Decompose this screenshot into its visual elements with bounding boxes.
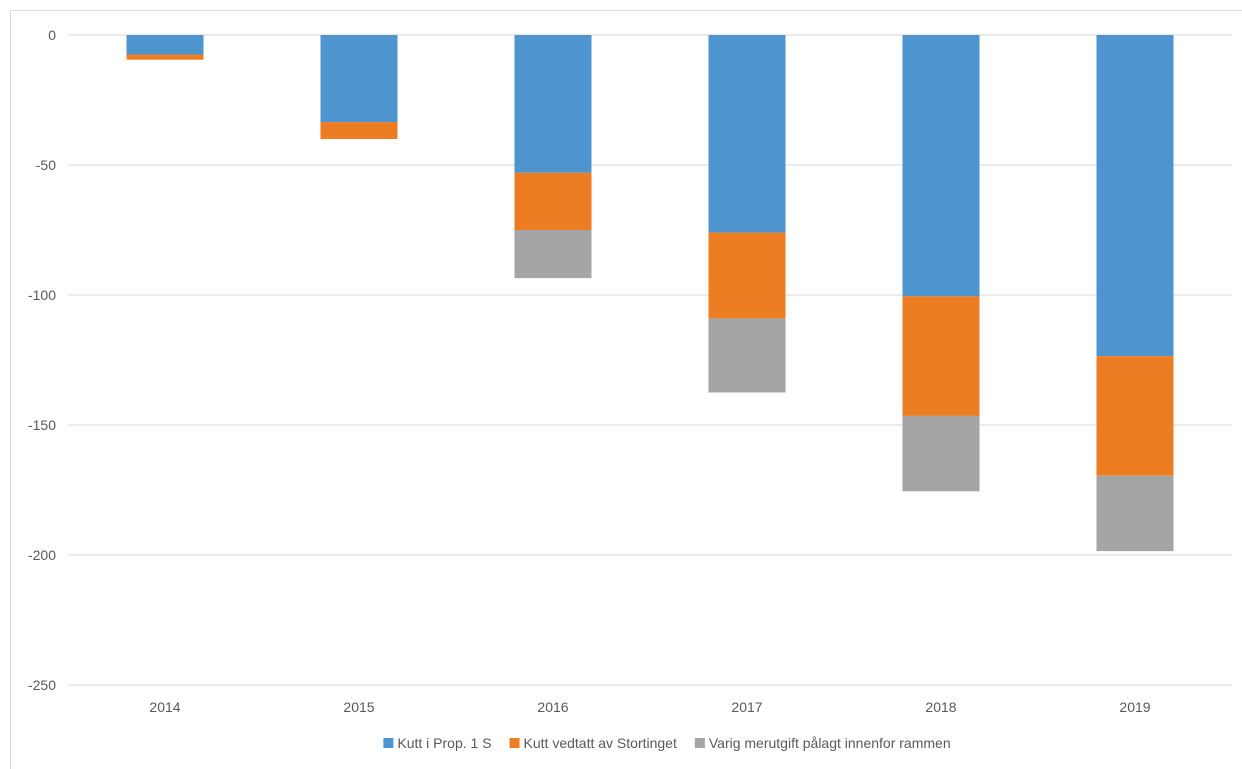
legend-label: Kutt vedtatt av Stortinget bbox=[524, 735, 677, 751]
bar-segment bbox=[1096, 475, 1174, 552]
bar-segment bbox=[902, 35, 980, 297]
y-axis-ticks: 0 -50 -100 -150 -200 -250 bbox=[28, 27, 56, 693]
x-tick-label: 2019 bbox=[1119, 699, 1150, 715]
y-tick-label: -150 bbox=[28, 417, 56, 433]
bar-segment bbox=[126, 54, 204, 60]
y-tick-label: -100 bbox=[28, 287, 56, 303]
legend-swatch bbox=[509, 738, 520, 748]
bar-segment bbox=[320, 122, 398, 139]
legend-swatch bbox=[694, 738, 705, 748]
bar-segment bbox=[708, 318, 786, 393]
x-tick-label: 2018 bbox=[925, 699, 956, 715]
bar-segment bbox=[1096, 35, 1174, 357]
x-tick-label: 2014 bbox=[149, 699, 180, 715]
bar-segment bbox=[708, 35, 786, 233]
y-tick-label: -250 bbox=[28, 677, 56, 693]
legend: Kutt i Prop. 1 S Kutt vedtatt av Storting… bbox=[383, 735, 951, 751]
bar-segment bbox=[514, 172, 592, 230]
y-tick-label: -200 bbox=[28, 547, 56, 563]
bar-segment bbox=[126, 35, 204, 55]
chart-frame bbox=[10, 10, 1242, 769]
y-tick-label: -50 bbox=[36, 157, 56, 173]
legend-label: Kutt i Prop. 1 S bbox=[397, 735, 491, 751]
legend-swatch bbox=[383, 738, 394, 748]
x-axis-ticks: 2014 2015 2016 2017 2018 2019 bbox=[149, 699, 1150, 715]
bar-segment bbox=[708, 232, 786, 319]
bar-segment bbox=[902, 415, 980, 492]
bar-segment bbox=[514, 230, 592, 279]
x-tick-label: 2015 bbox=[343, 699, 374, 715]
x-tick-label: 2017 bbox=[731, 699, 762, 715]
bar-segment bbox=[320, 35, 398, 123]
gridlines bbox=[68, 34, 1232, 686]
legend-label: Varig merutgift pålagt innenfor rammen bbox=[709, 735, 951, 751]
bars bbox=[126, 35, 1174, 552]
bar-segment bbox=[1096, 356, 1174, 476]
bar-segment bbox=[902, 296, 980, 416]
bar-segment bbox=[514, 35, 592, 173]
x-tick-label: 2016 bbox=[537, 699, 568, 715]
y-tick-label: 0 bbox=[48, 27, 56, 43]
